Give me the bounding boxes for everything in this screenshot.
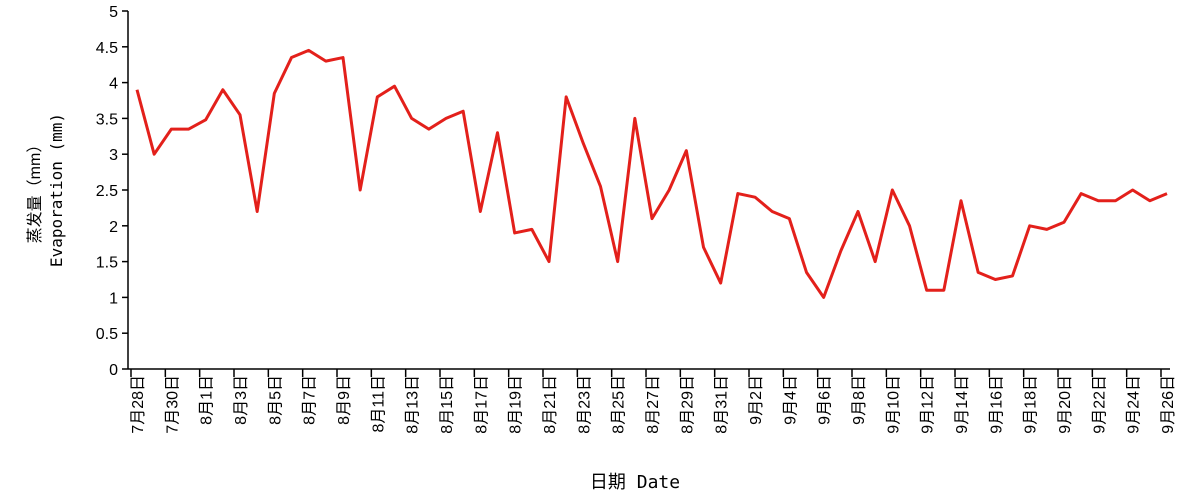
x-tick-label: 7月30日 <box>164 375 181 434</box>
x-tick-label: 9月20日 <box>1057 375 1074 434</box>
x-tick-label: 8月1日 <box>199 375 216 425</box>
x-tick-label: 8月25日 <box>611 375 628 434</box>
x-tick-label: 8月9日 <box>336 375 353 425</box>
x-tick-label: 8月13日 <box>405 375 422 434</box>
x-tick-label: 9月14日 <box>954 375 971 434</box>
x-tick-label: 8月3日 <box>233 375 250 425</box>
x-tick-label: 8月21日 <box>542 375 559 434</box>
x-tick-label: 9月12日 <box>920 375 937 434</box>
y-tick-label: 3 <box>109 147 118 164</box>
y-tick-label: 4 <box>109 76 118 93</box>
x-tick-label: 8月31日 <box>714 375 731 434</box>
y-tick-label: 4.5 <box>96 40 118 57</box>
x-tick-label: 8月5日 <box>267 375 284 425</box>
line <box>135 48 1168 299</box>
x-tick-label: 9月2日 <box>748 375 765 425</box>
y-tick-label: 2.5 <box>96 183 118 200</box>
x-tick-label: 8月11日 <box>370 375 387 433</box>
x-tick-label: 8月29日 <box>679 375 696 434</box>
x-tick-label: 9月18日 <box>1023 375 1040 434</box>
x-tick-label: 8月17日 <box>473 375 490 434</box>
x-tick-label: 9月6日 <box>817 375 834 425</box>
y-tick-label: 5 <box>109 4 118 21</box>
x-tick-label: 7月28日 <box>130 375 147 434</box>
x-tick-label: 9月16日 <box>988 375 1005 434</box>
x-tick-label: 9月26日 <box>1160 375 1177 434</box>
x-tick-label: 8月19日 <box>508 375 525 434</box>
y-tick-label: 1 <box>109 290 118 307</box>
y-tick-label: 3.5 <box>96 111 118 128</box>
x-tick-label: 9月24日 <box>1126 375 1143 434</box>
y-tick-label: 0 <box>109 362 118 379</box>
x-axis-title: 日期 Date <box>590 472 680 493</box>
x-tick-label: 8月27日 <box>645 375 662 434</box>
y-tick-label: 2 <box>109 219 118 236</box>
x-tick-label: 9月22日 <box>1091 375 1108 434</box>
x-tick-label: 9月10日 <box>885 375 902 434</box>
x-tick-label: 8月23日 <box>576 375 593 434</box>
x-tick-label: 8月15日 <box>439 375 456 434</box>
y-label-en: Evaporation (mm) <box>47 113 66 267</box>
y-label-cn: 蒸发量（mm） <box>26 137 44 244</box>
y-axis-title: 蒸发量（mm） Evaporation (mm) <box>26 113 66 267</box>
x-tick-label: 9月4日 <box>782 375 799 425</box>
x-tick-label: 8月7日 <box>302 375 319 425</box>
x-tick-label: 9月8日 <box>851 375 868 425</box>
y-tick-label: 1.5 <box>96 255 118 272</box>
y-tick-label: 0.5 <box>96 326 118 343</box>
